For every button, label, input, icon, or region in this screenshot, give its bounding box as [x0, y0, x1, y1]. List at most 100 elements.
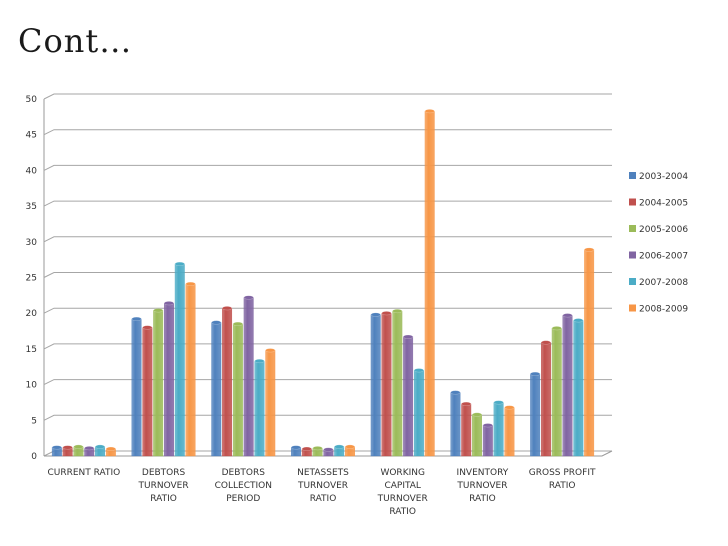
- legend-entry: 2008-2009: [629, 304, 688, 315]
- bar: [84, 446, 95, 457]
- gridline: [43, 236, 612, 243]
- gridline: [43, 200, 612, 207]
- bar: [163, 301, 174, 457]
- category-label: INVENTORY: [457, 468, 509, 478]
- bar: [95, 444, 106, 457]
- bar: [185, 281, 196, 457]
- legend-swatch: [629, 251, 636, 259]
- bar: [403, 334, 414, 457]
- legend-swatch: [629, 172, 636, 179]
- legend-swatch: [629, 278, 636, 285]
- bar: [424, 109, 435, 457]
- bar: [482, 423, 493, 457]
- gridline: [43, 379, 612, 386]
- bar: [334, 444, 345, 457]
- y-tick-label: 5: [31, 416, 37, 426]
- y-tick-label: 50: [26, 95, 38, 105]
- bar: [142, 325, 153, 457]
- bar: [73, 444, 84, 457]
- y-tick-label: 15: [26, 345, 37, 355]
- legend: 2003-2004 2004-2005 2005-2006 2006-2007 2007…: [629, 172, 688, 315]
- y-tick-label: 40: [26, 166, 38, 176]
- y-axis: 0 5 10 15 20 25 30 35 40 45 50: [26, 95, 38, 462]
- bar: [450, 390, 461, 457]
- slide-title: Cont…: [18, 22, 133, 60]
- category-label: RATIO: [549, 481, 576, 491]
- bar: [461, 401, 472, 457]
- bar: [153, 308, 164, 457]
- legend-entry: 2007-2008: [629, 278, 688, 288]
- legend-label: 2005-2006: [639, 225, 688, 235]
- bar: [301, 446, 312, 457]
- bar: [312, 446, 323, 457]
- bar: [243, 295, 254, 457]
- bar: [105, 446, 116, 457]
- y-tick-label: 10: [26, 381, 38, 391]
- bar: [51, 445, 62, 457]
- legend-swatch: [629, 198, 636, 206]
- category-label: DEBTORS: [222, 468, 266, 478]
- category-label: NETASSETS: [297, 468, 349, 478]
- category-label: DEBTORS: [142, 468, 186, 478]
- bar: [472, 412, 483, 457]
- gridline: [43, 164, 612, 171]
- bar: [540, 340, 551, 457]
- bar: [232, 321, 243, 457]
- legend-swatch: [629, 304, 636, 312]
- category-label: RATIO: [150, 494, 177, 504]
- category-label: COLLECTION: [215, 481, 272, 491]
- gridline: [43, 343, 612, 350]
- category-label: RATIO: [310, 494, 337, 504]
- bar: [381, 311, 392, 457]
- bar: [131, 316, 142, 457]
- category-label: RATIO: [389, 507, 416, 517]
- bar: [254, 358, 265, 457]
- legend-label: 2006-2007: [639, 252, 688, 262]
- bar: [551, 326, 562, 457]
- bar: [265, 348, 276, 457]
- bars: [51, 109, 595, 457]
- legend-entry: 2005-2006: [629, 225, 688, 235]
- bar: [370, 312, 381, 457]
- legend-entry: 2004-2005: [629, 198, 688, 209]
- legend-label: 2008-2009: [639, 305, 688, 315]
- bar: [530, 371, 541, 457]
- legend-label: 2007-2008: [639, 278, 688, 288]
- bar: [392, 309, 403, 457]
- bar: [211, 320, 222, 457]
- category-label: TURNOVER: [456, 481, 507, 491]
- category-label: TURNOVER: [138, 481, 189, 491]
- bar: [562, 313, 573, 457]
- bar: [323, 447, 334, 457]
- bar: [584, 247, 595, 457]
- legend-entry: 2006-2007: [629, 251, 688, 262]
- bar: [222, 306, 233, 457]
- gridlines: [43, 93, 613, 457]
- legend-label: 2003-2004: [639, 172, 688, 182]
- legend-label: 2004-2005: [639, 199, 688, 209]
- bar: [504, 405, 515, 457]
- category-label: TURNOVER: [377, 494, 428, 504]
- category-label: CURRENT RATIO: [47, 468, 120, 478]
- bar: [345, 444, 355, 457]
- bar: [413, 368, 424, 457]
- category-label: CAPITAL: [384, 481, 421, 491]
- gridline: [43, 129, 612, 136]
- category-label: GROSS PROFIT: [529, 468, 596, 478]
- bar: [291, 445, 301, 457]
- gridline: [43, 414, 612, 421]
- legend-entry: 2003-2004: [629, 172, 688, 182]
- bar: [493, 400, 504, 457]
- y-tick-label: 20: [26, 309, 38, 319]
- y-tick-label: 45: [26, 131, 37, 141]
- category-label: RATIO: [469, 494, 496, 504]
- y-tick-label: 25: [26, 274, 37, 284]
- category-label: TURNOVER: [297, 481, 348, 491]
- gridline: [43, 307, 612, 314]
- bar: [174, 261, 185, 457]
- category-labels: CURRENT RATIO DEBTORS TURNOVER RATIO DEBTORS…: [47, 468, 596, 517]
- legend-swatch: [629, 225, 636, 232]
- gridline: [43, 272, 612, 278]
- bar: [573, 318, 584, 457]
